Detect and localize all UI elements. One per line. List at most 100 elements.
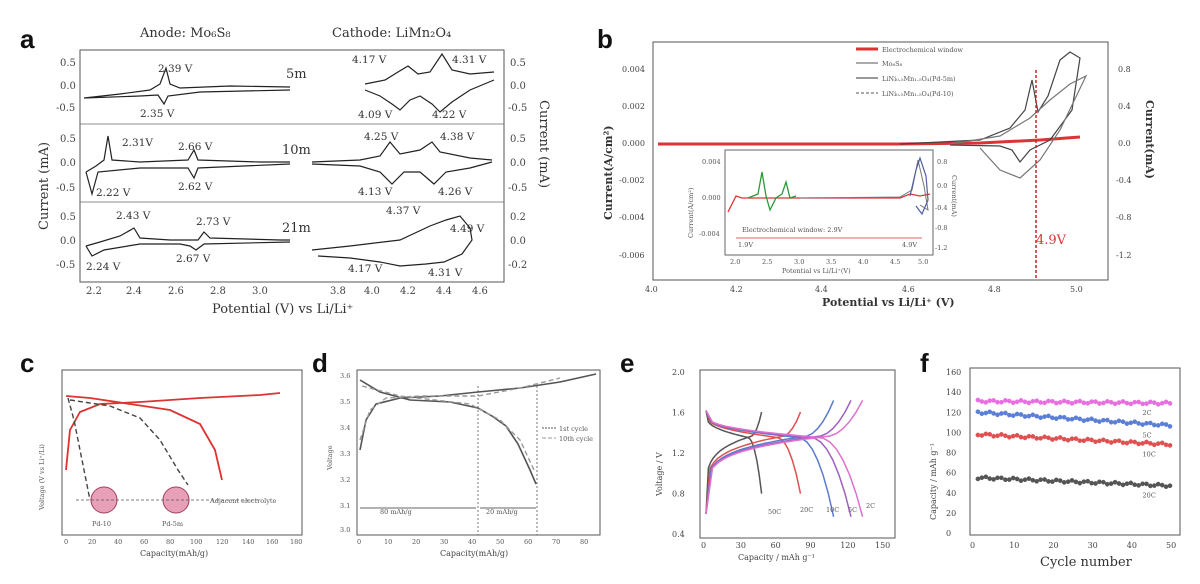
a-annotation: 4.31 V <box>452 54 487 66</box>
f-series-label: 5C <box>1143 431 1152 439</box>
f-point <box>1003 398 1008 403</box>
panel-b-ylabel-left: Current(A/cm²) <box>602 125 615 220</box>
panel-f-xlabel: Cycle number <box>1040 555 1133 570</box>
f-point <box>1097 479 1102 485</box>
f-point <box>1030 477 1036 483</box>
b-inset-xtick: 2.5 <box>762 258 772 266</box>
b-legend-label: Electrochemical window <box>882 46 963 54</box>
f-point <box>1112 419 1118 425</box>
a-annotation: 4.17 V <box>352 54 387 66</box>
b-inset-ylabel-right: Current(mA) <box>950 175 958 217</box>
f-point <box>1167 483 1173 489</box>
f-point <box>1081 479 1087 485</box>
panel-f-frame <box>969 367 1181 536</box>
f-point <box>995 433 1000 439</box>
f-point <box>1101 417 1106 423</box>
panel-d: d 3.6 3.5 3.4 3.3 3.2 3.1 3.0 Voltage 0 … <box>312 348 601 558</box>
b-ytick: 0.000 <box>622 139 645 148</box>
d-xtick: 60 <box>524 538 532 546</box>
panel-a-ylabel-left: Current (mA) <box>37 142 52 230</box>
f-point <box>1151 442 1157 448</box>
f-point <box>1116 418 1122 424</box>
f-ytick: 120 <box>946 408 961 417</box>
e-curve-label: 10C <box>826 506 839 514</box>
d-xtick: 20 <box>412 538 420 546</box>
a-annotation: 2.73 V <box>196 216 231 228</box>
b-inset-xtick: 3.5 <box>826 258 836 266</box>
f-point <box>1010 413 1016 418</box>
f-point <box>1030 434 1036 439</box>
d-xtick: 40 <box>468 538 476 546</box>
f-point <box>1065 399 1071 405</box>
f-point <box>1018 478 1024 484</box>
d-10th-cycle <box>359 377 561 471</box>
c-xtick: 160 <box>266 538 278 546</box>
e-discharge-curve <box>705 410 864 518</box>
f-point <box>1022 477 1028 483</box>
panel-c-x-ticks: 0 20 40 60 80 100 120 140 160 180 <box>64 538 302 546</box>
f-point <box>983 474 989 480</box>
d-legend-label: 10th cycle <box>559 435 593 443</box>
f-point <box>1155 401 1161 407</box>
a-annotation: 2.39 V <box>158 63 193 75</box>
panel-c: c Voltage (V vs Li⁺/Li) 0 20 40 60 80 10… <box>20 348 303 558</box>
a3-ytick-r: 0.2 <box>510 212 526 223</box>
f-point <box>1010 400 1016 406</box>
f-point <box>1144 420 1149 426</box>
f-point <box>1003 477 1008 483</box>
f-point <box>1163 442 1169 448</box>
b-lnmo-curve-1 <box>899 51 1081 164</box>
f-point <box>1159 482 1165 488</box>
panel-f: f 160 140 120 100 80 60 40 20 0 0 10 20 30 40 50 Capa… <box>920 348 1181 570</box>
e-xtick: 30 <box>736 541 746 550</box>
f-point <box>1159 400 1165 406</box>
panel-a-frame <box>79 49 505 283</box>
f-point <box>1073 415 1079 421</box>
f-point <box>1093 481 1098 486</box>
a-xtick: 2.8 <box>210 286 226 297</box>
panel-label-a: a <box>20 24 35 54</box>
f-point <box>1144 481 1149 487</box>
f-point <box>1097 401 1102 406</box>
f-point <box>1151 422 1157 428</box>
f-point <box>1046 435 1051 441</box>
f-point <box>1136 483 1141 488</box>
f-point <box>1101 479 1106 485</box>
f-point <box>995 475 1000 481</box>
a3-ytick: 0.5 <box>60 212 76 223</box>
f-point <box>1112 401 1118 407</box>
f-ytick: 100 <box>946 428 961 437</box>
f-point <box>1120 419 1126 425</box>
d-ytick: 3.5 <box>340 398 350 406</box>
f-series-label: 10C <box>1143 450 1156 458</box>
e-curve-label: 20C <box>800 506 813 514</box>
panel-e-y-ticks: 2.0 1.6 1.2 0.8 0.4 <box>672 368 685 539</box>
f-point <box>1010 433 1016 439</box>
f-point <box>1148 441 1153 446</box>
f-point <box>1061 414 1067 420</box>
f-point <box>1050 479 1055 484</box>
f-point <box>1104 481 1110 487</box>
f-point <box>1163 422 1169 427</box>
f-point <box>1077 398 1083 404</box>
f-point <box>1155 423 1161 428</box>
f-point <box>1010 475 1016 481</box>
d-1st-cycle-discharge <box>359 379 537 485</box>
c-inset-label: Adjacent electrolyte <box>209 497 277 505</box>
f-point <box>1077 416 1083 422</box>
b-inset-xtick: 3.0 <box>794 258 804 266</box>
f-point <box>1061 398 1067 404</box>
f-point <box>975 397 981 403</box>
b-inset-xtick: 4.0 <box>858 258 868 266</box>
f-point <box>1042 477 1047 482</box>
e-ytick: 1.6 <box>672 409 685 418</box>
d-ytick: 3.2 <box>340 476 350 484</box>
f-point <box>1120 399 1126 404</box>
b-inset-ytick-r: 0.8 <box>937 158 947 166</box>
e-xtick: 150 <box>875 541 890 550</box>
c-xtick: 80 <box>166 538 174 546</box>
a3-ytick: -0.5 <box>56 260 75 271</box>
e-charge-curve <box>705 400 864 514</box>
f-point <box>1120 482 1126 488</box>
a-annotation: 2.35 V <box>140 108 175 120</box>
